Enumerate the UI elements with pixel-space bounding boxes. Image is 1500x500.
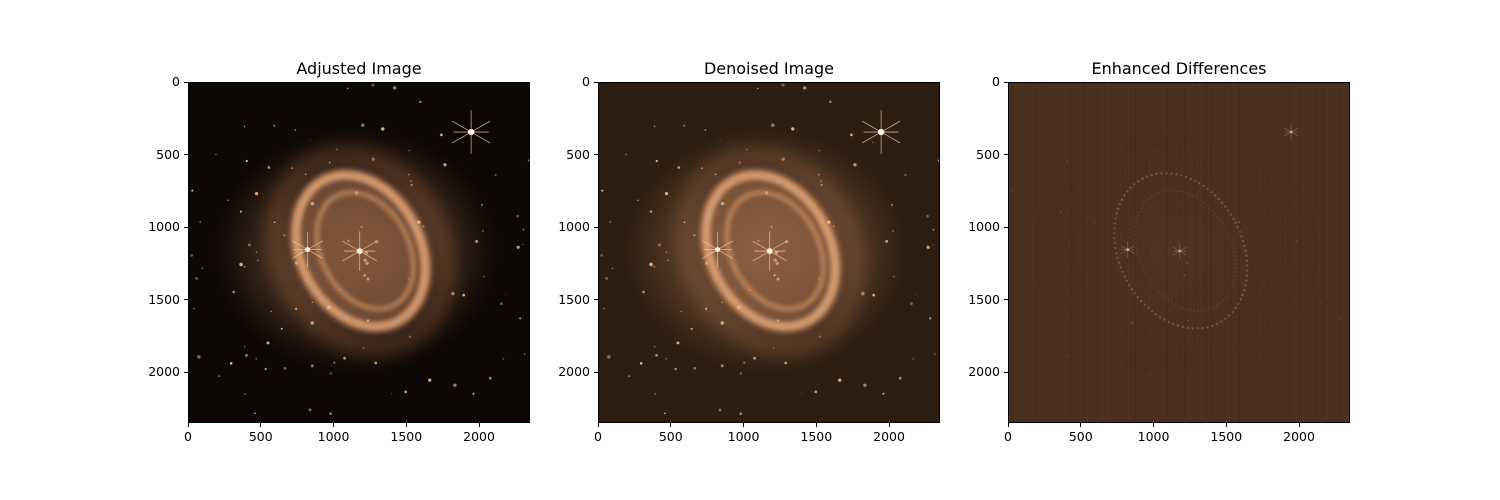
x-tick-mark bbox=[333, 423, 335, 427]
bright-star bbox=[1284, 124, 1299, 140]
x-tick-mark bbox=[597, 423, 599, 427]
y-tick-label: 1500 bbox=[148, 291, 180, 307]
image-axes bbox=[1008, 82, 1350, 423]
x-tick-label: 1500 bbox=[800, 429, 833, 444]
y-tick-mark bbox=[184, 226, 188, 228]
bright-star bbox=[752, 231, 787, 271]
y-tick-mark bbox=[184, 299, 188, 301]
bright-star bbox=[292, 232, 323, 268]
image-denoised bbox=[599, 83, 939, 422]
x-tick-mark bbox=[1225, 423, 1227, 427]
panel-adjusted: Adjusted Image 0 500 1000 1500 2000 0 500 1000 15… bbox=[148, 0, 588, 500]
y-tick-label: 500 bbox=[156, 146, 180, 162]
y-tick-label: 500 bbox=[566, 146, 590, 162]
y-tick-mark bbox=[1004, 81, 1008, 83]
x-tick-label: 1500 bbox=[1210, 429, 1243, 444]
x-tick-label: 2000 bbox=[1283, 429, 1315, 444]
y-tick-mark bbox=[1004, 299, 1008, 301]
y-tick-label: 0 bbox=[172, 74, 180, 89]
x-tick-mark bbox=[1007, 423, 1009, 427]
y-tick-mark bbox=[184, 81, 188, 83]
bright-star bbox=[861, 110, 901, 154]
image-differences bbox=[1009, 83, 1349, 422]
y-tick-mark bbox=[184, 371, 188, 373]
y-tick-label: 0 bbox=[992, 74, 1000, 89]
y-tick-label: 2000 bbox=[148, 364, 180, 380]
bright-star bbox=[451, 110, 491, 154]
panel-differences: Enhanced Differences 0 500 1000 1500 2000 0 500… bbox=[968, 0, 1408, 500]
x-tick-label: 1000 bbox=[317, 429, 350, 444]
x-tick-mark bbox=[1153, 423, 1155, 427]
y-tick-label: 500 bbox=[976, 146, 1000, 162]
y-tick-mark bbox=[1004, 226, 1008, 228]
x-tick-label: 1000 bbox=[727, 429, 760, 444]
x-tick-label: 2000 bbox=[463, 429, 495, 444]
panel-title: Adjusted Image bbox=[296, 59, 422, 78]
image-adjusted bbox=[189, 83, 529, 422]
bright-star bbox=[1120, 241, 1135, 258]
starfield bbox=[600, 83, 939, 415]
y-tick-mark bbox=[594, 299, 598, 301]
y-tick-label: 2000 bbox=[968, 364, 1000, 380]
y-tick-label: 1000 bbox=[558, 219, 590, 235]
panel-title: Enhanced Differences bbox=[1091, 59, 1267, 78]
image-axes bbox=[188, 82, 530, 423]
y-tick-mark bbox=[1004, 371, 1008, 373]
x-tick-mark bbox=[1298, 423, 1300, 427]
y-tick-label: 2000 bbox=[558, 364, 590, 380]
noise-texture bbox=[1009, 83, 1349, 422]
image-axes bbox=[598, 82, 940, 423]
x-tick-label: 500 bbox=[248, 429, 273, 444]
x-tick-mark bbox=[478, 423, 480, 427]
y-tick-label: 0 bbox=[582, 74, 590, 89]
x-tick-mark bbox=[888, 423, 890, 427]
starfield bbox=[190, 83, 529, 415]
x-tick-mark bbox=[815, 423, 817, 427]
x-tick-label: 0 bbox=[1004, 429, 1012, 444]
y-tick-label: 1500 bbox=[558, 291, 590, 307]
y-tick-mark bbox=[184, 154, 188, 156]
x-tick-label: 0 bbox=[594, 429, 602, 444]
x-tick-mark bbox=[670, 423, 672, 427]
x-tick-mark bbox=[260, 423, 262, 427]
x-tick-mark bbox=[743, 423, 745, 427]
x-tick-label: 500 bbox=[658, 429, 683, 444]
y-tick-mark bbox=[1004, 154, 1008, 156]
bright-star bbox=[342, 231, 377, 271]
bright-star bbox=[1172, 243, 1187, 260]
y-tick-mark bbox=[594, 81, 598, 83]
x-tick-mark bbox=[187, 423, 189, 427]
bright-star bbox=[702, 232, 733, 268]
x-tick-mark bbox=[1080, 423, 1082, 427]
y-tick-label: 1000 bbox=[968, 219, 1000, 235]
y-tick-mark bbox=[594, 154, 598, 156]
x-tick-label: 1500 bbox=[390, 429, 423, 444]
y-tick-mark bbox=[594, 226, 598, 228]
x-tick-mark bbox=[405, 423, 407, 427]
x-tick-label: 1000 bbox=[1137, 429, 1170, 444]
x-tick-label: 500 bbox=[1068, 429, 1093, 444]
y-tick-mark bbox=[594, 371, 598, 373]
starfield bbox=[1011, 84, 1341, 375]
panel-title: Denoised Image bbox=[703, 59, 835, 78]
x-tick-label: 0 bbox=[184, 429, 192, 444]
x-tick-label: 2000 bbox=[873, 429, 905, 444]
y-tick-label: 1000 bbox=[148, 219, 180, 235]
y-tick-label: 1500 bbox=[968, 291, 1000, 307]
panel-denoised: Denoised Image 0 500 1000 1500 2000 0 500 1000 15… bbox=[558, 0, 998, 500]
nebula-shell bbox=[1113, 172, 1249, 330]
